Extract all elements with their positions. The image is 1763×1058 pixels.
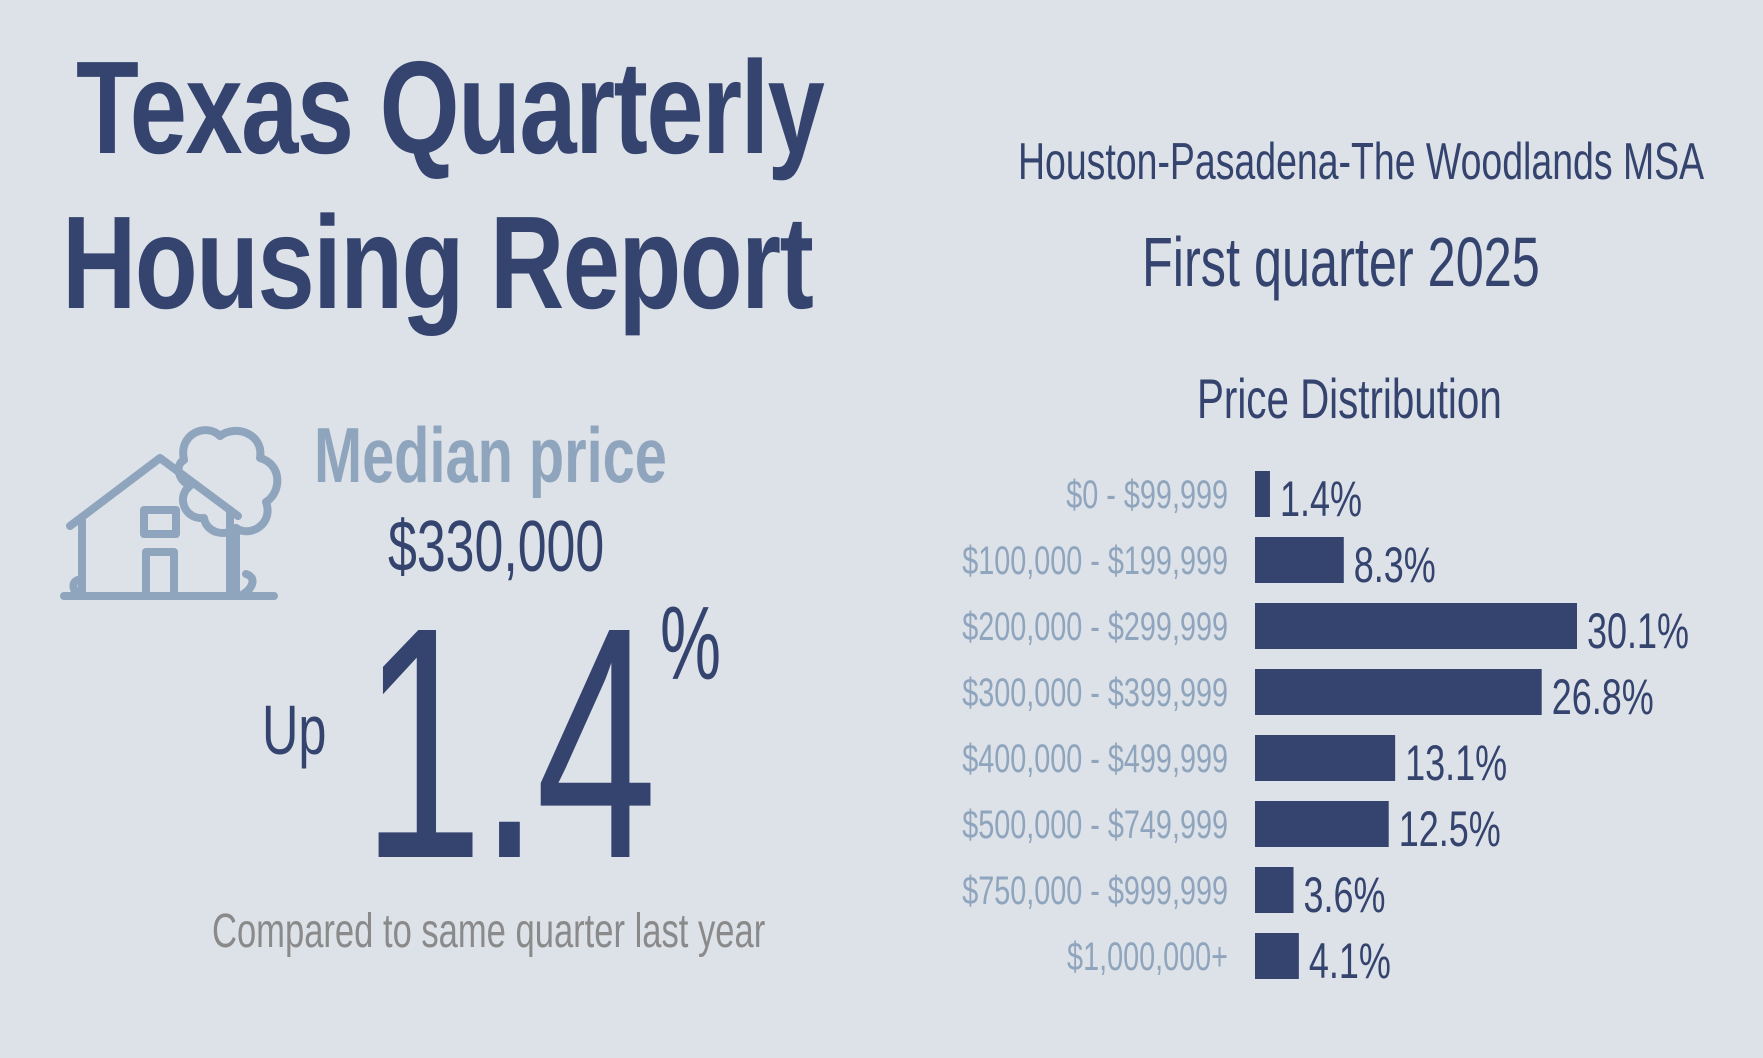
report-title-line1: Texas Quarterly: [76, 34, 825, 181]
category-label: $1,000,000+: [1067, 934, 1228, 979]
bar: [1255, 867, 1294, 913]
data-label: 4.1%: [1309, 934, 1391, 989]
category-label: $200,000 - $299,999: [962, 604, 1228, 649]
report-period: First quarter 2025: [1142, 223, 1540, 301]
report-title-line2: Housing Report: [62, 189, 814, 336]
data-label: 8.3%: [1354, 538, 1436, 593]
category-label: $300,000 - $399,999: [962, 670, 1228, 715]
bar: [1255, 735, 1396, 781]
category-label: $0 - $99,999: [1066, 472, 1228, 517]
data-label: 13.1%: [1405, 736, 1507, 791]
median-price-value: $330,000: [388, 507, 605, 587]
bar: [1255, 471, 1270, 517]
chart-title: Price Distribution: [1197, 367, 1502, 430]
category-label: $100,000 - $199,999: [962, 538, 1228, 583]
percent-sign: %: [660, 586, 722, 702]
bar: [1255, 537, 1344, 583]
bar: [1255, 603, 1577, 649]
data-label: 1.4%: [1280, 472, 1362, 527]
change-percent-value: 1.4: [362, 558, 657, 927]
bar: [1255, 669, 1542, 715]
comparison-note: Compared to same quarter last year: [212, 905, 766, 958]
category-label: $500,000 - $749,999: [962, 802, 1228, 847]
data-label: 26.8%: [1552, 670, 1654, 725]
category-label: $750,000 - $999,999: [962, 868, 1228, 913]
data-label: 30.1%: [1587, 604, 1689, 659]
data-label: 3.6%: [1304, 868, 1386, 923]
category-label: $400,000 - $499,999: [962, 736, 1228, 781]
change-direction: Up: [262, 691, 327, 769]
median-price-label: Median price: [314, 411, 667, 499]
bar: [1255, 801, 1389, 847]
bar: [1255, 933, 1299, 979]
house-with-tree-icon: [60, 420, 300, 615]
region-name: Houston-Pasadena-The Woodlands MSA: [1018, 133, 1705, 191]
data-label: 12.5%: [1399, 802, 1501, 857]
